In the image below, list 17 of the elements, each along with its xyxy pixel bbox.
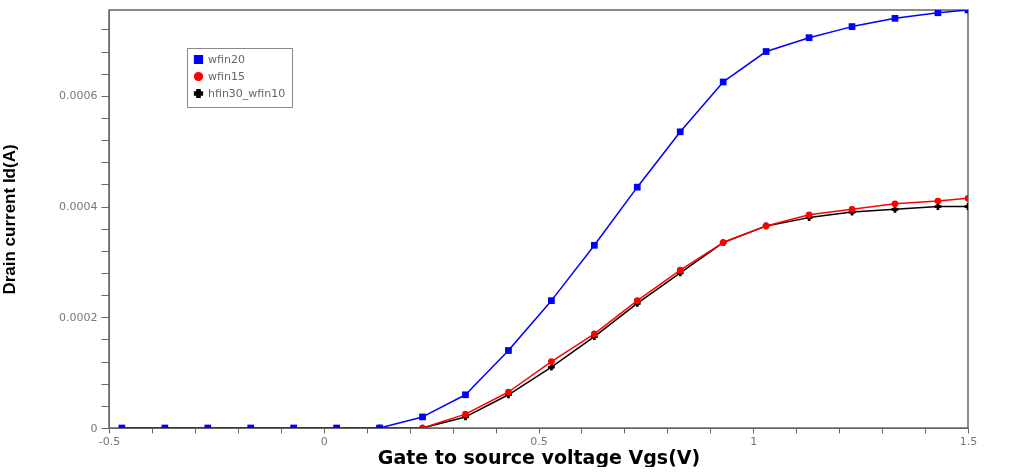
legend-label: wfin15 xyxy=(208,69,245,83)
y-tick-label: 0.0004 xyxy=(59,200,98,214)
point xyxy=(505,347,512,354)
x-tick-label: 1.5 xyxy=(959,434,978,448)
point xyxy=(548,297,555,305)
x-tick-label: 0 xyxy=(320,434,328,448)
x-axis-title: Gate to source voltage Vgs(V) xyxy=(377,445,701,468)
legend-label: hfin30_wfin10 xyxy=(208,86,286,100)
x-tick-label: -0.5 xyxy=(98,434,121,448)
legend-label: wfin20 xyxy=(208,52,245,66)
y-tick-label: 0.0002 xyxy=(59,310,98,324)
point xyxy=(548,358,555,365)
x-tick-label: 0.5 xyxy=(530,434,548,448)
y-axis-title: Drain current Id(A) xyxy=(0,144,20,295)
y-tick-label: 0 xyxy=(90,421,98,435)
x-tick-label: 1 xyxy=(750,434,758,448)
y-tick-label: 0.0006 xyxy=(59,89,98,103)
